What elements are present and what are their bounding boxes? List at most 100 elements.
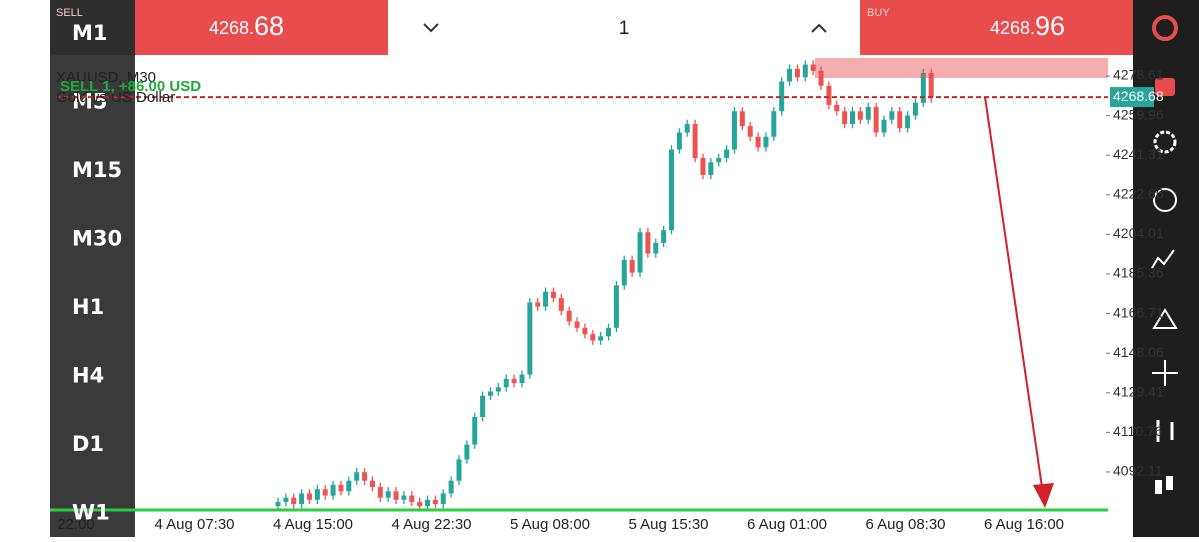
buy-label: BUY [867, 7, 890, 19]
timeframe[interactable]: M5 [72, 90, 108, 114]
currency-icon[interactable] [1153, 188, 1177, 212]
candle-body [621, 259, 627, 286]
candle-body [739, 111, 745, 127]
sell-button[interactable] [135, 0, 388, 55]
timeframe[interactable]: D1 [72, 432, 104, 456]
timeframe-panel [50, 0, 135, 537]
candle-body [810, 64, 816, 71]
candle-body [456, 459, 462, 481]
candle-body [377, 487, 383, 498]
candle-body [857, 111, 863, 120]
candle-body [385, 491, 391, 498]
candle-body [653, 242, 659, 254]
candle-body [661, 230, 667, 243]
objects-icon[interactable] [1152, 308, 1178, 329]
candle-body [519, 374, 525, 384]
buy-price-frac: 96 [1035, 11, 1065, 41]
timeframe[interactable]: M30 [72, 227, 122, 251]
candle-body [905, 115, 911, 129]
candle-body [401, 495, 407, 500]
candle-body [393, 491, 399, 500]
decrease-volume[interactable] [423, 23, 439, 33]
candles-icon[interactable] [1166, 476, 1173, 490]
candle-body [566, 310, 572, 322]
candle-body [495, 387, 501, 392]
x-tick-label: 6 Aug 01:00 [747, 516, 827, 533]
candle-body [613, 285, 619, 328]
bars-icon[interactable] [1156, 420, 1174, 442]
candle-body [606, 327, 612, 337]
candle-body [417, 501, 423, 507]
candle-body [543, 291, 549, 307]
candle-body [787, 68, 793, 82]
x-tick-label: 5 Aug 08:00 [510, 516, 590, 533]
x-tick-label: 22:00 [57, 516, 95, 533]
candle-body [346, 480, 352, 492]
trade-icon[interactable] [1155, 78, 1175, 96]
y-tick-label: 4110.76 [1113, 423, 1163, 439]
candle-body [409, 495, 415, 502]
candle-body [425, 499, 431, 507]
timeframe[interactable]: H1 [72, 295, 104, 319]
x-tick-label: 5 Aug 15:30 [628, 516, 708, 533]
candle-body [590, 334, 596, 341]
volume-value[interactable]: 1 [619, 18, 630, 39]
y-tick-label: 4092.11 [1113, 463, 1163, 479]
x-tick-label: 4 Aug 15:00 [273, 516, 353, 533]
candle-body [826, 85, 832, 105]
candle-body [503, 378, 509, 388]
sell-price-int: 4268. [209, 18, 254, 38]
y-tick-label: 4222.66 [1113, 185, 1164, 201]
candle-body [535, 302, 541, 307]
candle-body [314, 489, 320, 500]
candle-body [338, 484, 344, 492]
increase-volume[interactable] [811, 23, 827, 33]
app-icon[interactable] [1152, 15, 1178, 41]
sell-label: SELL [56, 7, 83, 19]
timeframe[interactable]: H4 [72, 364, 104, 388]
timeframe[interactable]: W1 [72, 501, 110, 525]
crosshair-icon[interactable] [1152, 360, 1178, 386]
candle-body [912, 102, 918, 116]
active-timeframe[interactable] [50, 0, 135, 55]
candle-body [275, 501, 281, 507]
candle-body [779, 81, 785, 112]
y-tick-label: 4278.61 [1113, 67, 1164, 83]
candle-body [558, 298, 564, 311]
candle-body [637, 232, 643, 273]
candles-icon[interactable] [1155, 480, 1162, 494]
candle-body [794, 68, 800, 78]
candle-body [834, 104, 840, 112]
buy-button[interactable] [860, 0, 1133, 55]
y-tick-label: 4166.71 [1113, 304, 1164, 320]
timeframe[interactable]: M15 [72, 158, 122, 182]
indicator-icon[interactable] [1151, 249, 1175, 269]
price-tag [1110, 87, 1154, 108]
candle-body [432, 499, 438, 505]
candle-body [291, 497, 297, 505]
candle-body [716, 157, 722, 163]
x-tick-label: 6 Aug 08:30 [865, 516, 945, 533]
candle-body [448, 480, 454, 494]
candle-body [354, 472, 360, 481]
candle-body [676, 132, 682, 150]
candle-body [511, 378, 517, 384]
y-tick-label: 4129.41 [1113, 383, 1164, 399]
candle-body [755, 136, 761, 148]
arrow-head [1033, 483, 1054, 508]
candle-body [684, 124, 690, 133]
candle-body [731, 111, 737, 150]
candle-body [306, 493, 312, 500]
timeframe[interactable]: M1 [72, 21, 108, 45]
x-tick-label: 6 Aug 16:00 [984, 516, 1064, 533]
settings-icon[interactable] [1153, 130, 1177, 154]
candle-body [330, 484, 336, 496]
sell-price-frac: 68 [254, 11, 284, 41]
candle-body [889, 111, 895, 120]
candle-body [550, 291, 556, 299]
arrow-line [984, 96, 1044, 495]
candle-body [369, 480, 375, 488]
candle-body [802, 64, 808, 78]
y-tick-label: 4241.31 [1113, 146, 1164, 162]
candle-body [763, 136, 769, 148]
